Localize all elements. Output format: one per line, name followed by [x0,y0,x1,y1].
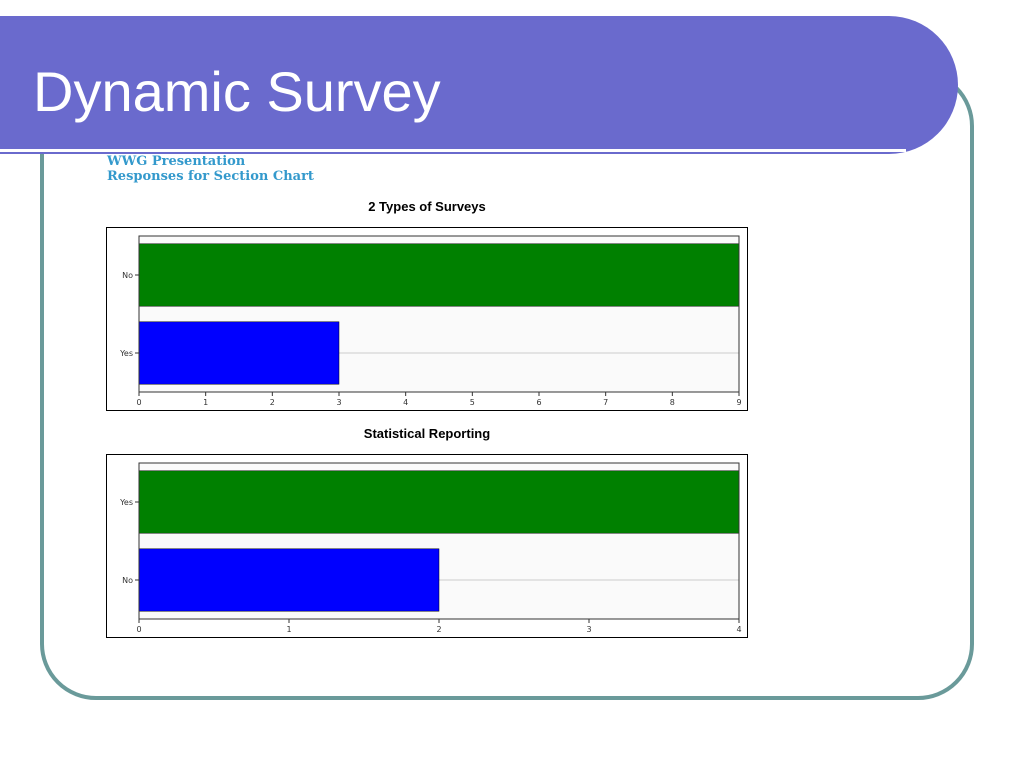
x-tick-label: 4 [403,398,408,407]
chart-2-title: Statistical Reporting [363,426,491,441]
y-tick-label: No [122,271,133,280]
x-tick-label: 9 [736,398,741,407]
plot-border [138,235,740,393]
chart-1-title: 2 Types of Surveys [368,199,486,214]
chart-1-plot: No Yes 0 1 2 3 4 5 6 7 8 9 [119,235,742,407]
x-tick-label: 4 [736,625,741,634]
title-rule [0,149,906,152]
y-tick-label: No [122,576,133,585]
y-tick-label: Yes [119,349,133,358]
chart-1: No Yes 0 1 2 3 4 5 6 7 8 9 [106,227,748,411]
bar-yes [138,470,740,534]
x-tick-label: 3 [336,398,341,407]
chart-2: Yes No 0 1 2 3 4 [106,454,748,638]
bar-no [138,548,440,612]
report-subtitle: Responses for Section Chart [107,169,314,184]
report-name: WWG Presentation [107,154,246,169]
x-tick-label: 2 [270,398,275,407]
x-tick-label: 6 [536,398,541,407]
x-tick-label: 0 [136,398,141,407]
x-tick-label: 7 [603,398,608,407]
bar-yes [138,321,340,385]
bar-no [138,243,740,307]
x-tick-label: 5 [470,398,475,407]
x-tick-label: 1 [286,625,291,634]
x-tick-label: 8 [670,398,675,407]
x-tick-label: 3 [586,625,591,634]
x-tick-label: 0 [136,625,141,634]
report-header: WWG Presentation Responses for Section C… [107,154,314,184]
y-tick-label: Yes [119,498,133,507]
slide-title: Dynamic Survey [33,60,441,123]
title-bar: Dynamic Survey [0,16,958,154]
chart-2-plot: Yes No 0 1 2 3 4 [119,462,742,634]
x-tick-label: 2 [436,625,441,634]
x-tick-label: 1 [203,398,208,407]
